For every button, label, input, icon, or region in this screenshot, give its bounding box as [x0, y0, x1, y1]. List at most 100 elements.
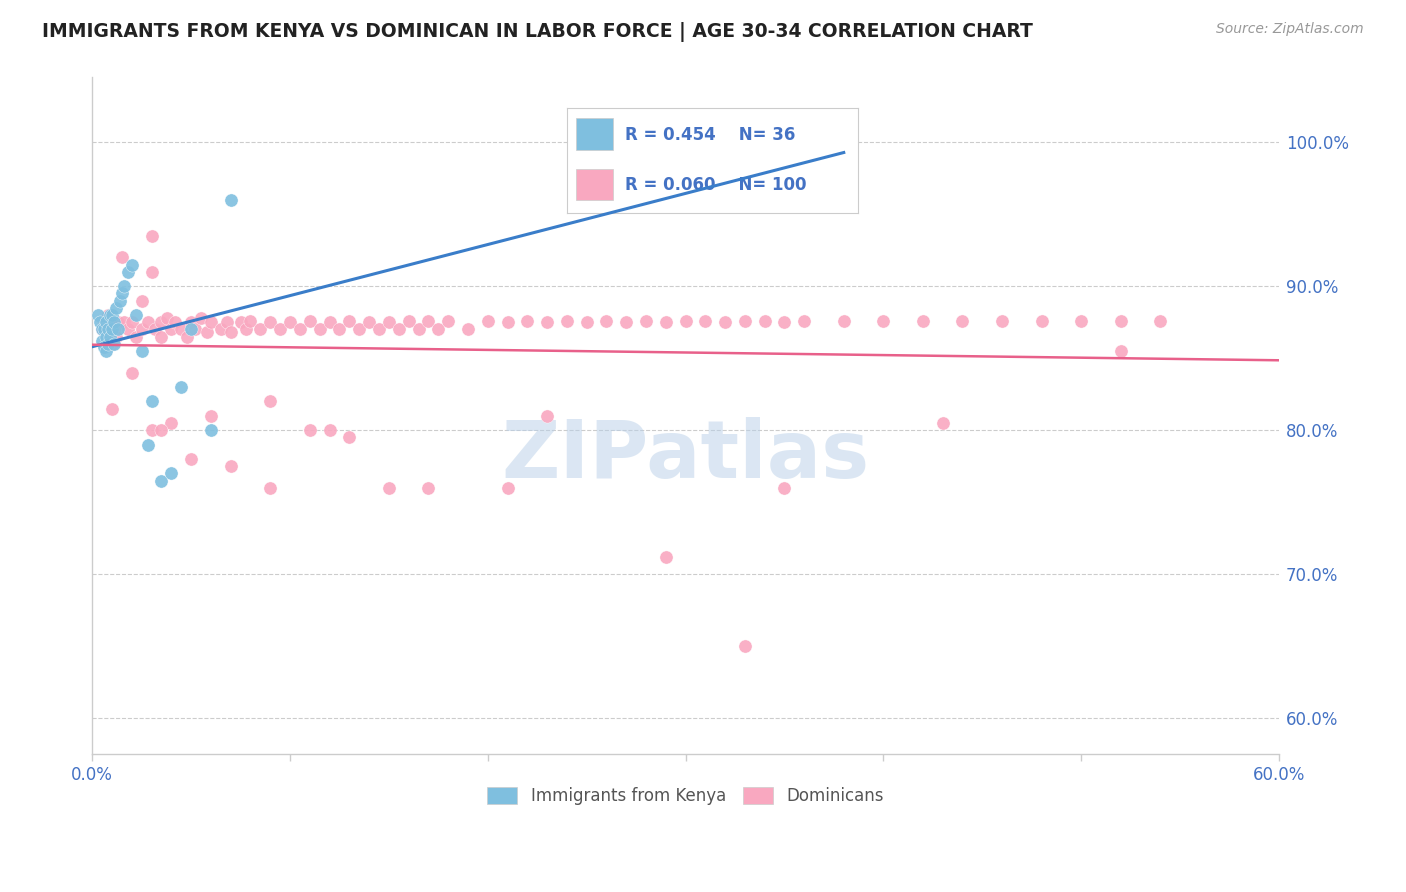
Point	[398, 314, 420, 328]
Point	[141, 394, 163, 409]
Point	[195, 326, 218, 340]
Point	[1149, 314, 1171, 328]
Legend: Immigrants from Kenya, Dominicans: Immigrants from Kenya, Dominicans	[479, 779, 891, 814]
Point	[180, 315, 202, 329]
Point	[832, 135, 855, 149]
Point	[714, 315, 737, 329]
Point	[1109, 344, 1132, 359]
Point	[793, 314, 815, 328]
Point	[418, 481, 440, 495]
Point	[103, 336, 125, 351]
Point	[496, 315, 519, 329]
Point	[308, 322, 330, 336]
Point	[378, 315, 401, 329]
Point	[347, 322, 370, 336]
Point	[93, 340, 115, 354]
Point	[1070, 314, 1092, 328]
Point	[209, 322, 232, 336]
Point	[278, 315, 301, 329]
Point	[141, 423, 163, 437]
Point	[121, 315, 143, 329]
Point	[219, 193, 242, 207]
Point	[97, 322, 120, 336]
Point	[496, 481, 519, 495]
Point	[675, 314, 697, 328]
Point	[94, 315, 117, 329]
Point	[634, 314, 657, 328]
Point	[104, 301, 127, 315]
Point	[1109, 314, 1132, 328]
Point	[111, 251, 134, 265]
Point	[170, 322, 193, 336]
Point	[288, 322, 311, 336]
Point	[117, 265, 139, 279]
Point	[101, 322, 124, 336]
Point	[117, 322, 139, 336]
Text: ZIPatlas: ZIPatlas	[502, 417, 870, 495]
Point	[150, 329, 173, 343]
Point	[357, 315, 380, 329]
Point	[215, 315, 238, 329]
Point	[97, 308, 120, 322]
Point	[457, 322, 479, 336]
Point	[695, 314, 717, 328]
Point	[190, 310, 212, 325]
Point	[150, 423, 173, 437]
Point	[131, 322, 153, 336]
Point	[318, 315, 340, 329]
Point	[141, 265, 163, 279]
Point	[298, 423, 321, 437]
Point	[536, 409, 558, 423]
Point	[160, 322, 183, 336]
Point	[103, 315, 125, 329]
Point	[773, 315, 796, 329]
Point	[1031, 314, 1053, 328]
Point	[239, 314, 262, 328]
Point	[125, 329, 148, 343]
Point	[614, 315, 637, 329]
Point	[91, 334, 114, 348]
Point	[112, 279, 135, 293]
Point	[165, 315, 187, 329]
Point	[368, 322, 391, 336]
Point	[952, 314, 974, 328]
Point	[98, 329, 121, 343]
Point	[98, 329, 121, 343]
Point	[180, 322, 202, 336]
Point	[200, 315, 222, 329]
Text: Source: ZipAtlas.com: Source: ZipAtlas.com	[1216, 22, 1364, 37]
Point	[832, 314, 855, 328]
Point	[93, 315, 115, 329]
Point	[337, 430, 360, 444]
Point	[328, 322, 350, 336]
Point	[318, 423, 340, 437]
Point	[259, 394, 281, 409]
Point	[170, 380, 193, 394]
Point	[94, 344, 117, 359]
Point	[259, 481, 281, 495]
Point	[87, 308, 110, 322]
Point	[103, 322, 125, 336]
Point	[911, 314, 934, 328]
Point	[200, 409, 222, 423]
Point	[101, 401, 124, 416]
Point	[94, 329, 117, 343]
Point	[991, 314, 1014, 328]
Point	[101, 336, 124, 351]
Point	[595, 314, 617, 328]
Point	[131, 344, 153, 359]
Point	[477, 314, 499, 328]
Point	[575, 315, 598, 329]
Point	[516, 314, 538, 328]
Point	[89, 315, 111, 329]
Point	[121, 258, 143, 272]
Point	[734, 314, 756, 328]
Point	[219, 326, 242, 340]
Point	[112, 315, 135, 329]
Point	[136, 315, 159, 329]
Point	[655, 549, 678, 564]
Point	[160, 467, 183, 481]
Point	[378, 481, 401, 495]
Point	[125, 308, 148, 322]
Point	[259, 315, 281, 329]
